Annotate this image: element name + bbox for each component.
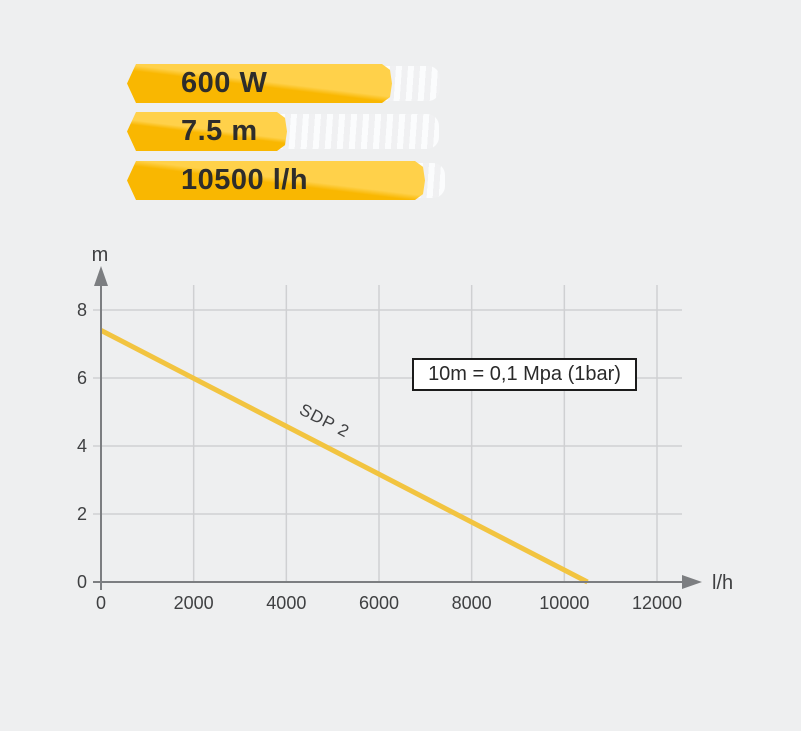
x-axis-unit-label: l/h bbox=[712, 572, 733, 594]
y-axis-unit-label: m bbox=[92, 244, 109, 266]
badge-tail-stripes bbox=[384, 66, 440, 101]
x-tick-label: 12000 bbox=[632, 593, 682, 613]
spec-badge: 7.5 m bbox=[127, 112, 547, 151]
pressure-conversion-note: 10m = 0,1 Mpa (1bar) bbox=[412, 358, 637, 391]
badge-label: 7.5 m bbox=[181, 115, 258, 147]
y-tick-label: 8 bbox=[77, 300, 87, 320]
x-tick-label: 0 bbox=[96, 593, 106, 613]
spec-badge: 10500 l/h bbox=[127, 161, 547, 200]
y-tick-label: 6 bbox=[77, 368, 87, 388]
y-tick-label: 0 bbox=[77, 572, 87, 592]
x-tick-label: 4000 bbox=[266, 593, 306, 613]
x-tick-label: 8000 bbox=[452, 593, 492, 613]
pump-curve-line bbox=[99, 328, 589, 585]
x-tick-label: 6000 bbox=[359, 593, 399, 613]
badge-label: 10500 l/h bbox=[181, 164, 309, 196]
spec-badge: 600 W bbox=[127, 64, 547, 103]
x-axis-arrow-icon bbox=[682, 575, 702, 589]
badge-ribbon: 10500 l/h bbox=[127, 161, 425, 200]
x-tick-label: 10000 bbox=[539, 593, 589, 613]
badge-tail-stripes bbox=[279, 114, 439, 149]
y-tick-label: 4 bbox=[77, 436, 87, 456]
badge-label: 600 W bbox=[181, 67, 268, 99]
badge-ribbon: 7.5 m bbox=[127, 112, 287, 151]
y-axis-arrow-icon bbox=[94, 266, 108, 286]
badge-ribbon: 600 W bbox=[127, 64, 392, 103]
x-tick-label: 2000 bbox=[174, 593, 214, 613]
y-tick-label: 2 bbox=[77, 504, 87, 524]
